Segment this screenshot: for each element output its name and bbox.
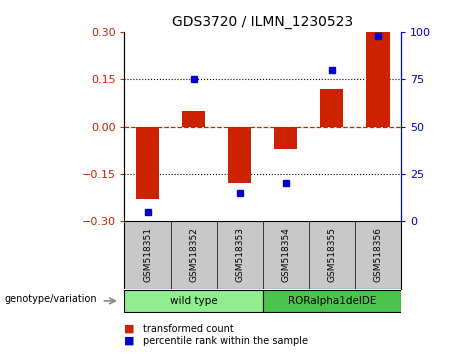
Bar — [124, 290, 263, 312]
Text: GSM518352: GSM518352 — [189, 227, 198, 281]
Text: ■: ■ — [124, 324, 135, 333]
Bar — [263, 290, 401, 312]
Text: wild type: wild type — [170, 296, 218, 306]
Bar — [320, 89, 343, 127]
Bar — [366, 32, 390, 127]
Text: GSM518355: GSM518355 — [327, 227, 337, 282]
Text: genotype/variation: genotype/variation — [5, 294, 97, 304]
Text: RORalpha1delDE: RORalpha1delDE — [288, 296, 376, 306]
Title: GDS3720 / ILMN_1230523: GDS3720 / ILMN_1230523 — [172, 16, 353, 29]
Text: GSM518351: GSM518351 — [143, 227, 152, 282]
Text: GSM518356: GSM518356 — [373, 227, 383, 282]
Text: ■: ■ — [124, 336, 135, 346]
Text: percentile rank within the sample: percentile rank within the sample — [143, 336, 308, 346]
Text: transformed count: transformed count — [143, 324, 234, 333]
Bar — [228, 127, 251, 183]
Text: GSM518354: GSM518354 — [281, 227, 290, 281]
Bar — [136, 127, 159, 199]
Text: GSM518353: GSM518353 — [235, 227, 244, 282]
Bar — [182, 111, 205, 127]
Bar — [274, 127, 297, 149]
